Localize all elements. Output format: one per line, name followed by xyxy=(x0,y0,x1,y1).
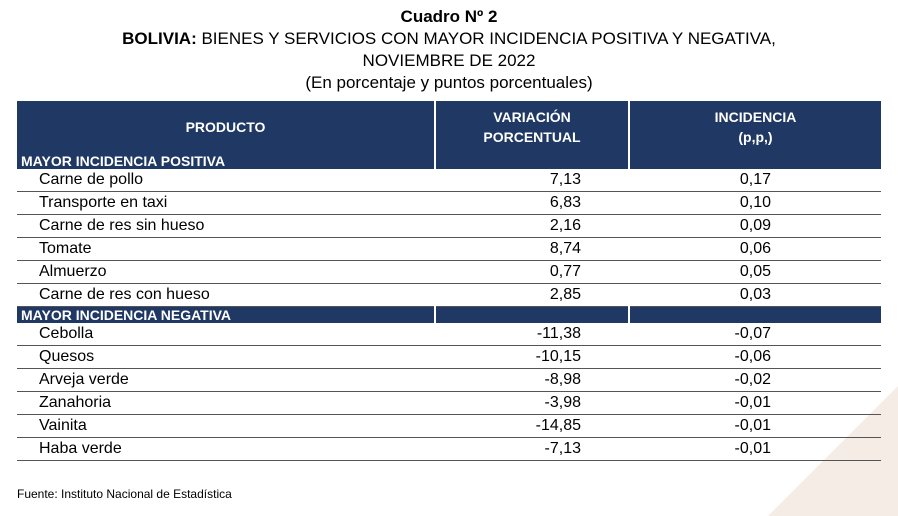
incidence-value: 0,05 xyxy=(629,260,881,284)
header-incidencia-line2: (p,p,) xyxy=(738,129,773,145)
table-row: Vainita -14,85 -0,01 xyxy=(17,414,881,438)
table-units: (En porcentaje y puntos porcentuales) xyxy=(305,73,593,92)
table-subtitle-date: NOVIEMBRE DE 2022 xyxy=(362,51,536,70)
incidence-value: -0,01 xyxy=(629,437,881,461)
table-row: Almuerzo 0,77 0,05 xyxy=(17,260,881,284)
header-variacion-line2: PORCENTUAL xyxy=(483,129,581,145)
incidence-value: -0,07 xyxy=(629,323,881,346)
section-spacer xyxy=(628,306,881,323)
variation-value: -3,98 xyxy=(435,391,629,415)
product-name: Almuerzo xyxy=(17,260,435,284)
incidence-value: -0,01 xyxy=(629,391,881,415)
product-name: Vainita xyxy=(17,414,435,438)
table-row: Tomate 8,74 0,06 xyxy=(17,237,881,261)
variation-value: -7,13 xyxy=(435,437,629,461)
section-spacer xyxy=(434,153,629,169)
section-row-negative: MAYOR INCIDENCIA NEGATIVA xyxy=(17,306,881,323)
product-name: Quesos xyxy=(17,345,435,369)
variation-value: 8,74 xyxy=(435,237,629,261)
incidence-value: 0,09 xyxy=(629,214,881,238)
table-titles: Cuadro Nº 2 BOLIVIA: BIENES Y SERVICIOS … xyxy=(0,6,898,94)
header-variacion-line1: VARIACIÓN xyxy=(493,109,571,125)
product-name: Transporte en taxi xyxy=(17,191,435,215)
variation-value: 7,13 xyxy=(435,169,629,192)
table-row: Carne de res sin hueso 2,16 0,09 xyxy=(17,214,881,238)
product-name: Carne de pollo xyxy=(17,169,435,192)
product-name: Carne de res sin hueso xyxy=(17,214,435,238)
table-header-row: PRODUCTO VARIACIÓN PORCENTUAL INCIDENCIA (… xyxy=(17,101,881,153)
incidence-value: -0,01 xyxy=(629,414,881,438)
product-name: Tomate xyxy=(17,237,435,261)
header-incidencia-line1: INCIDENCIA xyxy=(714,109,797,125)
header-producto: PRODUCTO xyxy=(17,101,435,153)
variation-value: -10,15 xyxy=(435,345,629,369)
product-name: Haba verde xyxy=(17,437,435,461)
subtitle-text: BIENES Y SERVICIOS CON MAYOR INCIDENCIA … xyxy=(196,29,776,48)
header-variacion: VARIACIÓN PORCENTUAL xyxy=(434,101,629,153)
section-label: MAYOR INCIDENCIA NEGATIVA xyxy=(17,306,435,323)
table-row: Zanahoria -3,98 -0,01 xyxy=(17,391,881,415)
table-row: Arveja verde -8,98 -0,02 xyxy=(17,368,881,392)
table-title: Cuadro Nº 2 xyxy=(400,7,498,26)
section-spacer xyxy=(434,306,629,323)
incidence-value: 0,10 xyxy=(629,191,881,215)
variation-value: -8,98 xyxy=(435,368,629,392)
product-name: Carne de res con hueso xyxy=(17,283,435,307)
section-label: MAYOR INCIDENCIA POSITIVA xyxy=(17,153,435,169)
incidence-value: 0,17 xyxy=(629,169,881,192)
table-row: Cebolla -11,38 -0,07 xyxy=(17,323,881,346)
incidence-value: -0,02 xyxy=(629,368,881,392)
variation-value: -11,38 xyxy=(435,323,629,346)
variation-value: -14,85 xyxy=(435,414,629,438)
variation-value: 2,16 xyxy=(435,214,629,238)
subtitle-country: BOLIVIA: xyxy=(122,29,197,48)
table-row: Quesos -10,15 -0,06 xyxy=(17,345,881,369)
variation-value: 0,77 xyxy=(435,260,629,284)
table-row: Carne de res con hueso 2,85 0,03 xyxy=(17,283,881,307)
incidence-value: -0,06 xyxy=(629,345,881,369)
table-row: Carne de pollo 7,13 0,17 xyxy=(17,169,881,192)
table-row: Haba verde -7,13 -0,01 xyxy=(17,437,881,461)
variation-value: 6,83 xyxy=(435,191,629,215)
product-name: Arveja verde xyxy=(17,368,435,392)
product-name: Zanahoria xyxy=(17,391,435,415)
table-subtitle: BOLIVIA: BIENES Y SERVICIOS CON MAYOR IN… xyxy=(0,28,898,50)
variation-value: 2,85 xyxy=(435,283,629,307)
product-name: Cebolla xyxy=(17,323,435,346)
table-row: Transporte en taxi 6,83 0,10 xyxy=(17,191,881,215)
section-spacer xyxy=(628,153,881,169)
section-row-positive: MAYOR INCIDENCIA POSITIVA xyxy=(17,153,881,169)
incidence-value: 0,06 xyxy=(629,237,881,261)
incidence-value: 0,03 xyxy=(629,283,881,307)
source-note: Fuente: Instituto Nacional de Estadístic… xyxy=(17,487,232,501)
incidence-table: PRODUCTO VARIACIÓN PORCENTUAL INCIDENCIA (… xyxy=(17,101,881,461)
header-incidencia: INCIDENCIA (p,p,) xyxy=(628,101,881,153)
